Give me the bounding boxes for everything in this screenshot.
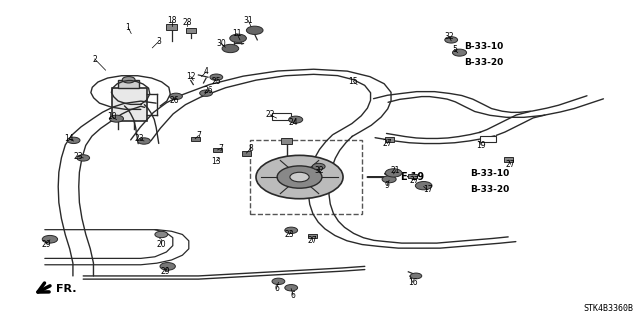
Bar xyxy=(504,157,513,162)
Bar xyxy=(191,137,200,141)
Circle shape xyxy=(256,155,343,199)
Text: 13: 13 xyxy=(211,157,221,166)
Circle shape xyxy=(160,263,175,270)
Text: B-33-10: B-33-10 xyxy=(470,169,509,178)
Circle shape xyxy=(170,93,182,100)
Bar xyxy=(308,234,317,238)
Bar xyxy=(242,151,251,155)
Circle shape xyxy=(230,34,246,42)
Text: 23: 23 xyxy=(284,230,294,239)
Bar xyxy=(408,174,417,178)
Text: STK4B3360B: STK4B3360B xyxy=(584,304,634,313)
Text: 2: 2 xyxy=(92,55,97,63)
Text: 20: 20 xyxy=(156,240,166,249)
Circle shape xyxy=(272,278,285,285)
Text: 9: 9 xyxy=(385,181,390,189)
Circle shape xyxy=(67,137,80,144)
Text: 30: 30 xyxy=(216,39,226,48)
Text: 10: 10 xyxy=(107,112,117,121)
Text: 1: 1 xyxy=(125,23,131,32)
Text: 7: 7 xyxy=(218,144,223,153)
Circle shape xyxy=(42,235,58,243)
Circle shape xyxy=(77,155,90,161)
Bar xyxy=(112,88,147,121)
Text: 29: 29 xyxy=(41,240,51,249)
Text: 25: 25 xyxy=(211,77,221,86)
Text: 5: 5 xyxy=(452,45,457,54)
Circle shape xyxy=(122,77,135,83)
Bar xyxy=(250,140,362,214)
Circle shape xyxy=(200,90,212,96)
Circle shape xyxy=(382,176,396,183)
Circle shape xyxy=(222,44,239,53)
Text: 18: 18 xyxy=(167,16,176,25)
Text: 17: 17 xyxy=(422,185,433,194)
Text: 12: 12 xyxy=(186,72,195,81)
Bar xyxy=(272,113,291,120)
Circle shape xyxy=(277,166,322,188)
Text: 29: 29 xyxy=(160,267,170,276)
Text: 11: 11 xyxy=(232,29,241,38)
Text: 31: 31 xyxy=(243,16,253,25)
Circle shape xyxy=(109,115,124,122)
Circle shape xyxy=(452,49,467,56)
Text: 21: 21 xyxy=(391,166,400,175)
Circle shape xyxy=(385,169,402,177)
Text: FR.: FR. xyxy=(56,284,77,294)
Text: B-33-20: B-33-20 xyxy=(464,58,503,67)
Bar xyxy=(385,137,394,142)
Text: 26: 26 xyxy=(203,86,213,95)
Text: 15: 15 xyxy=(348,77,358,86)
Bar xyxy=(166,24,177,30)
Circle shape xyxy=(290,172,309,182)
Text: 6: 6 xyxy=(291,291,296,300)
Text: 32: 32 xyxy=(314,166,324,175)
Text: B-33-20: B-33-20 xyxy=(470,185,509,194)
Circle shape xyxy=(312,163,325,170)
Text: 24: 24 xyxy=(288,118,298,127)
Text: 28: 28 xyxy=(182,18,191,27)
Text: 14: 14 xyxy=(64,134,74,143)
Text: 4: 4 xyxy=(204,67,209,76)
Text: E-19: E-19 xyxy=(400,172,424,182)
Text: 27: 27 xyxy=(410,176,420,185)
Text: 19: 19 xyxy=(476,141,486,150)
Circle shape xyxy=(138,138,150,144)
Text: B-33-10: B-33-10 xyxy=(464,42,503,51)
Text: 32: 32 xyxy=(444,32,454,41)
Text: 23: 23 xyxy=(134,134,145,143)
Bar xyxy=(213,148,222,152)
Circle shape xyxy=(415,182,432,190)
Text: 3: 3 xyxy=(156,37,161,46)
Text: 16: 16 xyxy=(408,278,418,287)
Circle shape xyxy=(285,285,298,291)
Bar xyxy=(281,138,292,144)
Bar xyxy=(186,28,196,33)
Text: 7: 7 xyxy=(196,131,201,140)
Text: 23: 23 xyxy=(73,152,83,161)
Circle shape xyxy=(410,273,422,279)
Text: 22: 22 xyxy=(266,110,275,119)
Circle shape xyxy=(285,227,298,234)
Circle shape xyxy=(289,116,303,123)
Bar xyxy=(118,80,139,88)
Text: 27: 27 xyxy=(307,236,317,245)
Text: 8: 8 xyxy=(248,144,253,153)
Text: 27: 27 xyxy=(382,139,392,148)
Circle shape xyxy=(246,26,263,34)
Circle shape xyxy=(210,74,223,80)
Text: 6: 6 xyxy=(274,284,279,293)
Text: 26: 26 xyxy=(169,96,179,105)
Circle shape xyxy=(445,37,458,43)
Bar xyxy=(480,136,496,142)
Circle shape xyxy=(155,231,168,238)
Text: 27: 27 xyxy=(506,160,516,169)
